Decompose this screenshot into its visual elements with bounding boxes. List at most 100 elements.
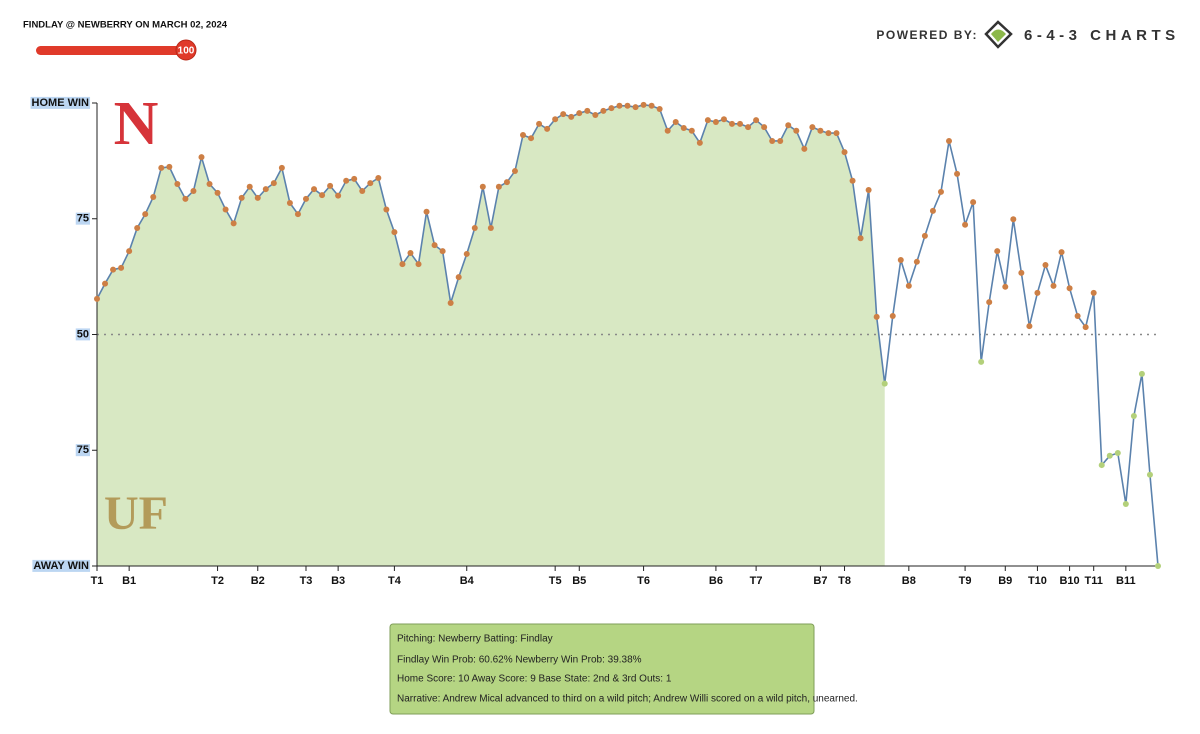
- point: [102, 280, 109, 287]
- x-tick-label: T2: [211, 575, 224, 587]
- point: [753, 117, 760, 124]
- point: [1050, 282, 1057, 289]
- point: [664, 127, 671, 134]
- point: [1042, 262, 1049, 269]
- x-tick-label: T9: [959, 575, 972, 587]
- point: [270, 180, 277, 187]
- point: [777, 137, 784, 144]
- point: [560, 111, 567, 118]
- x-tick-label: T4: [388, 575, 402, 587]
- point: [640, 101, 647, 108]
- x-tick-label: T11: [1085, 575, 1103, 587]
- point: [929, 207, 936, 214]
- point: [833, 130, 840, 137]
- point: [954, 170, 961, 177]
- point: [174, 181, 181, 188]
- away-logo: UF: [104, 487, 168, 540]
- x-tick-label: T10: [1028, 575, 1047, 587]
- x-tick-label: B4: [460, 575, 475, 587]
- tooltip-line: Pitching: Newberry Batting: Findlay: [397, 634, 553, 645]
- y-tick-label: HOME WIN: [32, 97, 89, 109]
- brand-icon: [984, 20, 1013, 49]
- x-tick-label: B11: [1116, 575, 1136, 587]
- point: [809, 124, 816, 131]
- point: [198, 154, 205, 161]
- point: [737, 120, 744, 127]
- point: [962, 221, 969, 228]
- point: [383, 206, 390, 213]
- brand: 6-4-3 CHARTS: [1024, 27, 1180, 44]
- point: [391, 229, 398, 236]
- point: [319, 192, 326, 199]
- label-highlight: [75, 212, 90, 225]
- x-tick-label: B2: [251, 575, 265, 587]
- point: [214, 189, 221, 196]
- point: [528, 135, 535, 142]
- point: [849, 177, 856, 184]
- point: [946, 137, 953, 144]
- y-tick-label: 50: [77, 328, 89, 340]
- x-tick-label: B6: [709, 575, 723, 587]
- point: [254, 194, 261, 201]
- point: [600, 107, 607, 114]
- point: [1114, 450, 1121, 457]
- point: [455, 274, 462, 281]
- x-tick-label: T3: [300, 575, 313, 587]
- point: [857, 235, 864, 242]
- label-highlight: [75, 444, 90, 457]
- y-tick-label: 75: [77, 444, 89, 456]
- point: [624, 102, 631, 109]
- tooltip-line: Narrative: Andrew Mical advanced to thir…: [397, 694, 858, 705]
- x-tick-label: B10: [1059, 575, 1079, 587]
- page-title: FINDLAY @ NEWBERRY ON MARCH 02, 2024: [23, 20, 228, 31]
- slider-value: 100: [178, 46, 195, 57]
- point: [447, 300, 454, 307]
- label-highlight: [75, 328, 90, 341]
- point: [302, 195, 309, 202]
- point: [375, 175, 382, 182]
- x-tick-label: B3: [331, 575, 345, 587]
- point: [110, 266, 117, 273]
- point: [696, 139, 703, 146]
- point: [881, 380, 888, 387]
- point: [351, 175, 358, 182]
- point: [367, 180, 374, 187]
- point: [94, 295, 100, 302]
- point: [262, 186, 269, 193]
- point: [118, 264, 125, 271]
- point: [1082, 324, 1089, 331]
- point: [1058, 249, 1065, 256]
- slider-knob[interactable]: [175, 39, 197, 61]
- tooltip-line: Findlay Win Prob: 60.62% Newberry Win Pr…: [397, 655, 642, 666]
- point: [343, 177, 350, 184]
- point: [182, 195, 189, 202]
- point: [536, 120, 543, 127]
- point: [407, 250, 414, 257]
- point: [1146, 471, 1153, 478]
- point: [785, 122, 792, 129]
- point: [423, 208, 430, 215]
- point: [648, 102, 655, 109]
- point: [825, 130, 832, 137]
- x-tick-label: T6: [637, 575, 650, 587]
- area: [97, 104, 885, 567]
- point: [801, 145, 808, 152]
- x-tick-label: T8: [838, 575, 851, 587]
- point: [431, 242, 438, 249]
- point: [286, 200, 293, 207]
- slider-track[interactable]: [36, 46, 188, 55]
- point: [1010, 216, 1017, 223]
- point: [1034, 289, 1041, 296]
- point: [1106, 452, 1113, 459]
- point: [190, 187, 197, 194]
- point: [672, 118, 679, 125]
- point: [1018, 269, 1025, 276]
- point: [206, 181, 213, 188]
- point: [278, 164, 285, 171]
- point: [873, 313, 880, 320]
- point: [471, 225, 478, 232]
- point: [1090, 289, 1097, 296]
- point: [479, 183, 486, 190]
- point: [720, 116, 727, 123]
